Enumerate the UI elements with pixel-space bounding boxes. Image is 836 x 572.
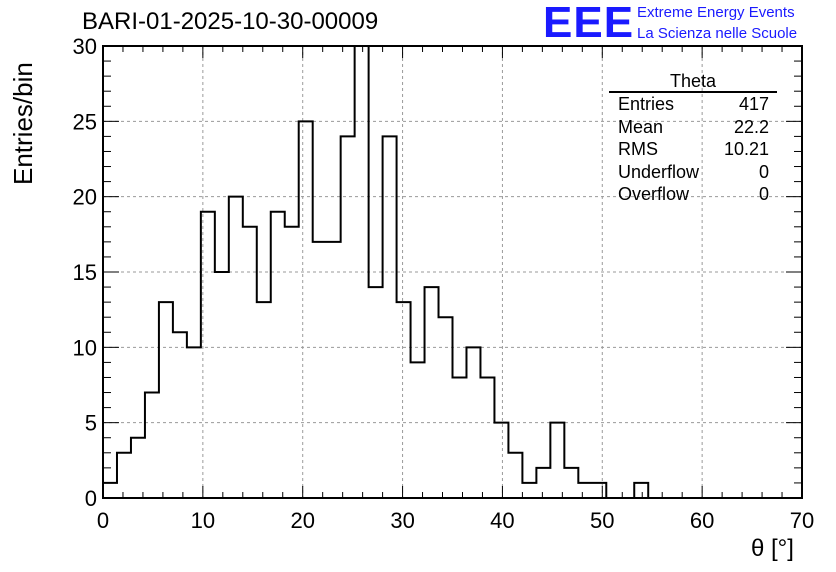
- stats-row-rms: RMS 10.21: [609, 138, 777, 161]
- stats-title: Theta: [609, 71, 777, 93]
- histogram-bin: [201, 212, 215, 498]
- histogram-bin: [494, 423, 508, 498]
- histogram-bin: [411, 362, 425, 498]
- stats-box: Theta Entries 417 Mean 22.2 RMS 10.21 Un…: [609, 71, 777, 206]
- histogram-bin: [117, 453, 131, 498]
- x-tick-label: 40: [490, 508, 514, 533]
- y-tick-label: 25: [73, 109, 97, 134]
- stats-label: Overflow: [618, 184, 690, 205]
- histogram-bin: [355, 46, 369, 498]
- histogram-bin: [145, 393, 159, 498]
- histogram-bin: [634, 483, 648, 498]
- y-tick-label: 20: [73, 185, 97, 210]
- stats-row-entries: Entries 417: [609, 93, 777, 116]
- histogram-bin: [285, 227, 299, 498]
- histogram-bin: [243, 227, 257, 498]
- eee-logo: EEE: [543, 0, 635, 47]
- stats-value: 22.2: [733, 116, 769, 137]
- x-axis-label: θ [°]: [751, 535, 794, 562]
- histogram-bin: [173, 332, 187, 498]
- logo-line-1: Extreme Energy Events: [637, 4, 795, 21]
- stats-row-mean: Mean 22.2: [609, 116, 777, 139]
- histogram-bin: [383, 136, 397, 498]
- histogram-bin: [369, 287, 383, 498]
- y-tick-label: 30: [73, 34, 97, 59]
- histogram-series: [102, 45, 663, 499]
- histogram-bin: [271, 212, 285, 498]
- y-axis-label: Entries/bin: [8, 62, 38, 185]
- histogram-bin: [550, 423, 564, 498]
- histogram-bin: [564, 468, 578, 498]
- stats-label: Entries: [618, 94, 675, 114]
- histogram-bin: [397, 302, 411, 498]
- histogram-bin: [592, 483, 606, 498]
- histogram-bin: [466, 347, 480, 498]
- x-tick-label: 50: [590, 508, 614, 533]
- x-tick-label: 30: [390, 508, 414, 533]
- stats-label: RMS: [618, 139, 658, 160]
- histogram-bin: [453, 377, 467, 498]
- histogram-bin: [257, 302, 271, 498]
- histogram-bin: [159, 302, 173, 498]
- stats-value: 0: [758, 161, 769, 182]
- stats-label: Mean: [618, 116, 664, 137]
- histogram-bin: [536, 468, 550, 498]
- stats-value: 417: [738, 94, 769, 114]
- chart-title: BARI-01-2025-10-30-00009: [82, 8, 379, 35]
- x-tick-label: 20: [290, 508, 314, 533]
- stats-value: 10.21: [723, 139, 769, 160]
- histogram-bin: [229, 197, 243, 498]
- histogram-bin: [425, 287, 439, 498]
- y-tick-label: 10: [73, 335, 97, 360]
- histogram-bin: [480, 377, 494, 498]
- logo-line-2: La Scienza nelle Scuole: [637, 25, 798, 42]
- histogram-bin: [508, 453, 522, 498]
- histogram-bin: [522, 483, 536, 498]
- y-tick-label: 0: [85, 486, 97, 511]
- histogram-bin: [439, 317, 453, 498]
- y-tick-label: 15: [73, 260, 97, 285]
- stats-label: Underflow: [618, 161, 700, 182]
- histogram-bin: [578, 483, 592, 498]
- histogram-bin: [187, 347, 201, 498]
- histogram-bin: [341, 136, 355, 498]
- histogram-bin: [327, 242, 341, 498]
- stats-value: 0: [758, 184, 769, 205]
- x-tick-label: 70: [790, 508, 814, 533]
- histogram-bin: [215, 272, 229, 498]
- histogram-bin: [299, 121, 313, 498]
- y-tick-label: 5: [85, 411, 97, 436]
- histogram-bin: [131, 438, 145, 498]
- x-tick-label: 0: [97, 508, 109, 533]
- plot-frame: [102, 45, 803, 499]
- stats-row-overflow: Overflow 0: [609, 183, 777, 206]
- x-tick-label: 60: [690, 508, 714, 533]
- histogram-bin: [103, 483, 117, 498]
- stats-row-underflow: Underflow 0: [609, 161, 777, 184]
- histogram-bin: [313, 242, 327, 498]
- x-tick-label: 10: [191, 508, 215, 533]
